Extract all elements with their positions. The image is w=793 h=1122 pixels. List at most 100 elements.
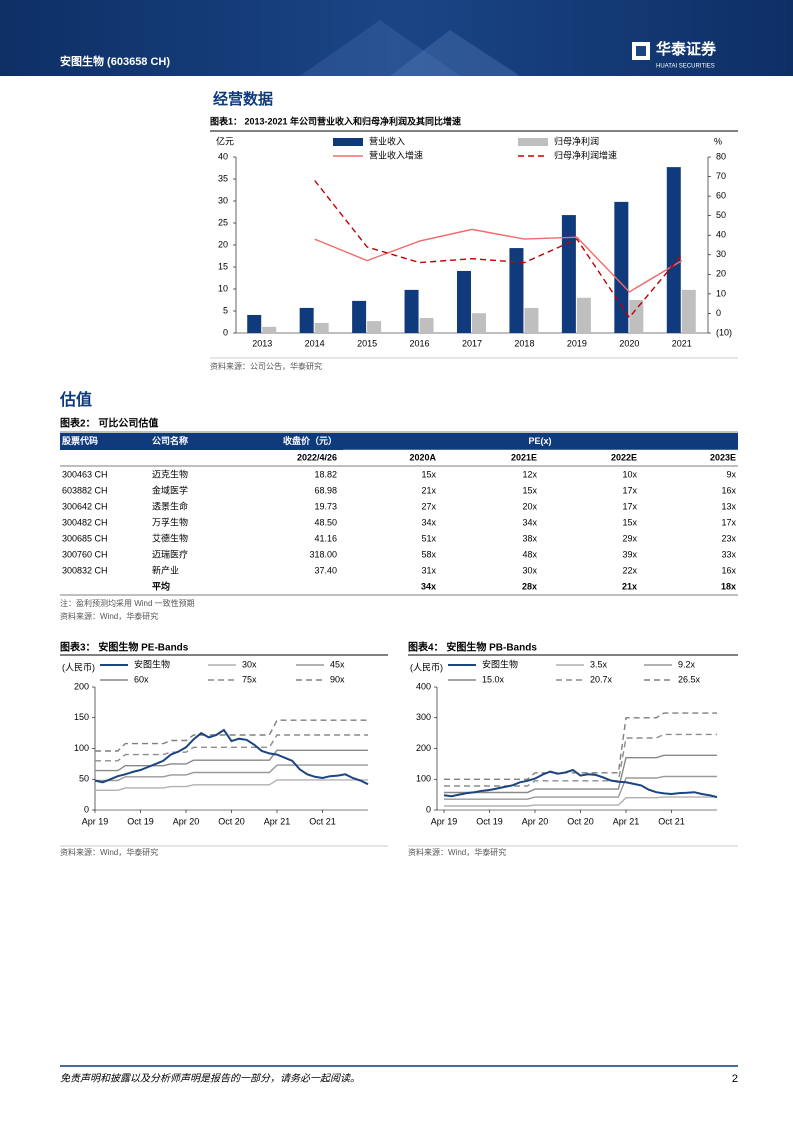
bar — [666, 167, 681, 333]
x-tick-label: 2016 — [410, 338, 430, 348]
header-band — [0, 0, 793, 76]
legend-label: 30x — [242, 659, 257, 669]
series-line — [444, 712, 717, 780]
table-header: PE(x) — [528, 436, 551, 446]
x-tick-label: Oct 21 — [658, 816, 685, 826]
x-tick-label: Apr 19 — [82, 816, 109, 826]
header-decor — [300, 20, 460, 76]
table-cell: 19.73 — [314, 501, 337, 511]
legend-label: 3.5x — [590, 659, 608, 669]
table-cell: 16x — [721, 565, 736, 575]
y-tick-label: 300 — [416, 712, 431, 722]
y-tick-label: 20 — [218, 239, 228, 249]
table-note: 资料来源：Wind，华泰研究 — [60, 611, 158, 621]
section-heading: 经营数据 — [213, 90, 273, 108]
table-cell: 15x — [622, 517, 637, 527]
bar — [314, 322, 329, 333]
bar — [472, 313, 486, 333]
x-tick-label: Apr 20 — [522, 816, 549, 826]
legend-label: 归母净利润 — [554, 135, 599, 146]
y2-tick-label: 80 — [716, 151, 726, 161]
bar — [352, 300, 367, 333]
series-line — [444, 754, 717, 794]
x-tick-label: 2021 — [672, 338, 692, 348]
table-cell: 27x — [421, 501, 436, 511]
series-line — [95, 764, 368, 782]
bar — [419, 318, 434, 333]
table-cell: 68.98 — [314, 485, 337, 495]
legend-label: 营业收入增速 — [369, 149, 423, 160]
table-subheader: 2022E — [611, 452, 637, 462]
table-cell: 20x — [522, 501, 537, 511]
bar — [457, 270, 471, 333]
source: 资料来源：Wind，华泰研究 — [60, 847, 158, 857]
x-tick-label: Oct 21 — [309, 816, 336, 826]
y-tick-label: 35 — [218, 173, 228, 183]
y-tick-label: 150 — [74, 712, 89, 722]
y-tick-label: 40 — [218, 151, 228, 161]
x-tick-label: Apr 21 — [264, 816, 291, 826]
table-cell: 51x — [421, 533, 436, 543]
x-tick-label: Oct 19 — [476, 816, 503, 826]
x-tick-label: Oct 20 — [218, 816, 245, 826]
table-cell: 34x — [421, 517, 436, 527]
legend-label: 15.0x — [482, 674, 505, 684]
table-cell: 15x — [421, 469, 436, 479]
series-line — [94, 728, 369, 786]
legend-label: 安图生物 — [482, 658, 518, 669]
bar — [524, 307, 539, 333]
footer-disclaimer: 免责声明和披露以及分析师声明是报告的一部分，请务必一起阅读。 — [60, 1073, 360, 1085]
y2-tick-label: 30 — [716, 249, 726, 259]
table-average: 18x — [721, 581, 736, 591]
legend-label: 26.5x — [678, 674, 701, 684]
table-header-bg — [60, 433, 738, 450]
table-cell: 10x — [622, 469, 637, 479]
x-tick-label: Oct 19 — [127, 816, 154, 826]
table-cell: 16x — [721, 485, 736, 495]
x-tick-label: 2017 — [462, 338, 482, 348]
table-cell: 31x — [421, 565, 436, 575]
bar — [367, 321, 382, 333]
figure-title: 图表3： 安图生物 PE-Bands — [60, 641, 189, 654]
y-axis-label: (人民币) — [410, 662, 443, 672]
table-cell: 318.00 — [309, 549, 337, 559]
x-tick-label: 2020 — [619, 338, 639, 348]
table-cell: 33x — [721, 549, 736, 559]
table-header: 公司名称 — [152, 435, 188, 446]
logo-subtext: HUATAI SECURITIES — [656, 64, 715, 70]
table-cell: 39x — [622, 549, 637, 559]
legend-label: 45x — [330, 659, 345, 669]
bar — [629, 300, 644, 333]
table-cell: 300463 CH — [62, 469, 108, 479]
source: 资料来源：公司公告，华泰研究 — [210, 361, 322, 371]
legend-swatch — [518, 138, 548, 146]
table-cell: 48x — [522, 549, 537, 559]
table-cell: 29x — [622, 533, 637, 543]
series-line — [95, 719, 368, 752]
y-tick-label: 0 — [84, 804, 89, 814]
table-cell: 万孚生物 — [152, 516, 188, 527]
table-cell: 新产业 — [152, 564, 179, 575]
legend-label: 75x — [242, 674, 257, 684]
legend-label: 90x — [330, 674, 345, 684]
legend-label: 归母净利润增速 — [554, 149, 617, 160]
y2-tick-label: 0 — [716, 308, 721, 318]
table-note: 注：盈利预测均采用 Wind 一致性预期 — [60, 598, 195, 608]
series-line — [95, 734, 368, 762]
table-cell: 58x — [421, 549, 436, 559]
y-tick-label: 15 — [218, 261, 228, 271]
y2-tick-label: 50 — [716, 210, 726, 220]
x-tick-label: 2013 — [252, 338, 272, 348]
table-cell: 21x — [421, 485, 436, 495]
figure-title: 图表4： 安图生物 PB-Bands — [408, 641, 537, 654]
y-tick-label: 0 — [223, 327, 228, 337]
table-subheader: 2023E — [710, 452, 736, 462]
header-decor — [390, 30, 520, 76]
table-cell: 13x — [721, 501, 736, 511]
table-average: 28x — [522, 581, 537, 591]
y2-tick-label: 20 — [716, 269, 726, 279]
x-tick-label: 2015 — [357, 338, 377, 348]
table-cell: 23x — [721, 533, 736, 543]
x-tick-label: Apr 19 — [431, 816, 458, 826]
y2-axis-label: % — [714, 136, 722, 146]
